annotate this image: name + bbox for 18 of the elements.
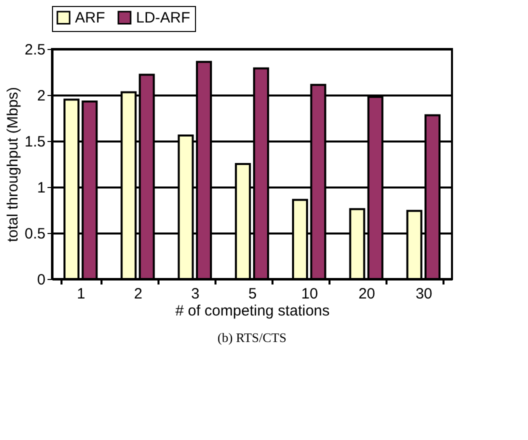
y-tick-label: 0.5 bbox=[24, 226, 46, 242]
legend-label: LD-ARF bbox=[136, 10, 190, 27]
y-tick-label: 2 bbox=[37, 88, 46, 104]
legend-label: ARF bbox=[75, 10, 105, 27]
y-tick-label: 1 bbox=[37, 180, 46, 196]
x-tick-label: 2 bbox=[134, 286, 142, 302]
text: (b) RTS/CTS bbox=[218, 330, 286, 345]
x-tick-label: 30 bbox=[416, 286, 432, 302]
x-tick-label: 10 bbox=[301, 286, 318, 302]
x-tick-label: 1 bbox=[76, 286, 86, 302]
y-axis-title: total throughput (Mbps) bbox=[4, 86, 22, 242]
y-tick-label: 2.5 bbox=[24, 42, 46, 58]
x-tick-label: 3 bbox=[191, 286, 200, 302]
y-tick-label: 1.5 bbox=[24, 134, 46, 150]
x-tick-label: 5 bbox=[248, 286, 257, 302]
y-tick-label: 0 bbox=[37, 272, 46, 288]
x-tick-label: 20 bbox=[358, 286, 376, 302]
x-axis-title: # of competing stations bbox=[175, 302, 330, 320]
